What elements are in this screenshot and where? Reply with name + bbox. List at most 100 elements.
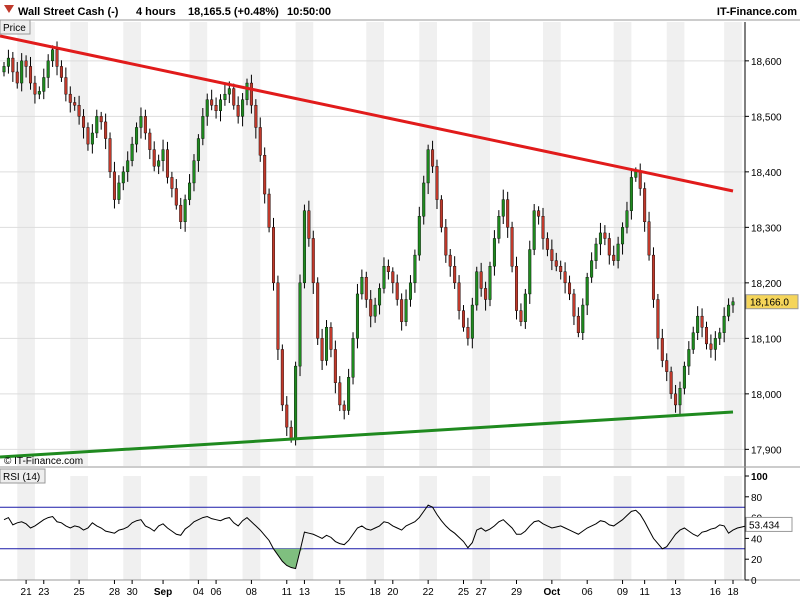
candle-body bbox=[249, 82, 253, 106]
resistance-trendline bbox=[0, 34, 734, 193]
time-label: 10:50:00 bbox=[287, 6, 331, 18]
candle-body bbox=[378, 288, 382, 306]
rsi-day-band bbox=[666, 476, 685, 580]
candle-body bbox=[603, 232, 607, 239]
date-tick-label: Sep bbox=[154, 587, 172, 598]
candle-body bbox=[492, 238, 496, 267]
date-tick-label: 30 bbox=[127, 587, 139, 598]
candle-body bbox=[254, 105, 258, 128]
candle-body bbox=[2, 66, 6, 73]
candle-body bbox=[475, 271, 479, 306]
candle-body bbox=[638, 171, 642, 189]
candle-body bbox=[395, 282, 399, 300]
brand-label: IT-Finance.com bbox=[717, 6, 797, 18]
rsi-tick-label: 20 bbox=[751, 555, 763, 566]
dropdown-triangle-icon[interactable] bbox=[4, 5, 14, 13]
candle-body bbox=[515, 266, 519, 311]
candle-body bbox=[51, 49, 55, 62]
date-tick-label: 20 bbox=[387, 587, 399, 598]
candle-body bbox=[214, 105, 218, 111]
candle-body bbox=[86, 127, 90, 145]
candle-body bbox=[99, 116, 103, 123]
candle-body bbox=[439, 199, 443, 228]
candle-body bbox=[188, 182, 192, 200]
candle-body bbox=[435, 166, 439, 200]
rsi-day-band bbox=[724, 476, 742, 580]
candle-body bbox=[347, 377, 351, 411]
candle-body bbox=[616, 243, 620, 261]
candle-body bbox=[33, 82, 37, 95]
candle-body bbox=[453, 266, 457, 284]
date-tick-label: 25 bbox=[74, 587, 86, 598]
candle-body bbox=[404, 299, 408, 322]
candle-body bbox=[461, 310, 465, 328]
candle-body bbox=[576, 315, 580, 333]
candle-body bbox=[581, 304, 585, 333]
candle-body bbox=[674, 393, 678, 406]
rsi-panel-label-box bbox=[0, 468, 46, 484]
date-tick-label: 13 bbox=[299, 587, 311, 598]
candle-body bbox=[68, 93, 72, 103]
price-day-band bbox=[419, 22, 437, 466]
quote-label: 18,165.5 (+0.48%) bbox=[188, 6, 279, 18]
candle-body bbox=[152, 149, 156, 167]
candle-body bbox=[532, 210, 536, 250]
candle-body bbox=[267, 193, 271, 228]
candle-body bbox=[227, 88, 231, 95]
candle-body bbox=[523, 293, 527, 322]
rsi-last-value-label: 53.434 bbox=[749, 520, 780, 531]
date-tick-label: 06 bbox=[582, 587, 594, 598]
candle-body bbox=[590, 260, 594, 278]
candle-body bbox=[289, 426, 293, 439]
candle-body bbox=[651, 254, 655, 300]
date-tick-label: 25 bbox=[458, 587, 470, 598]
candle-body bbox=[201, 116, 205, 139]
candle-body bbox=[316, 282, 320, 339]
candle-body bbox=[285, 404, 289, 428]
candle-body bbox=[333, 349, 337, 383]
candle-body bbox=[351, 338, 355, 378]
candle-body bbox=[713, 338, 717, 350]
watermark: © IT-Finance.com bbox=[4, 456, 83, 467]
candle-body bbox=[572, 293, 576, 317]
date-tick-label: 09 bbox=[617, 587, 629, 598]
candle-body bbox=[594, 243, 598, 261]
candle-body bbox=[311, 238, 315, 284]
candle-body bbox=[55, 49, 59, 67]
candle-body bbox=[382, 266, 386, 289]
candle-body bbox=[722, 315, 726, 333]
candle-body bbox=[263, 154, 267, 195]
candle-body bbox=[139, 116, 143, 128]
candle-body bbox=[11, 57, 15, 73]
price-day-band bbox=[123, 22, 141, 466]
candle-body bbox=[501, 199, 505, 217]
timeframe-label: 4 hours bbox=[136, 6, 176, 18]
candle-body bbox=[718, 332, 722, 339]
price-day-band bbox=[724, 22, 742, 466]
candle-body bbox=[37, 91, 41, 95]
candle-body bbox=[660, 338, 664, 361]
candle-body bbox=[550, 249, 554, 261]
axes: 18,600 18,500 18,400 18,300 18,200 18,100 18,0… bbox=[0, 22, 800, 598]
date-tick-label: Oct bbox=[544, 587, 561, 598]
candle-body bbox=[625, 210, 629, 228]
rsi-line bbox=[3, 504, 751, 570]
candle-body bbox=[121, 171, 125, 184]
candle-body bbox=[59, 66, 63, 78]
candle-body bbox=[325, 327, 329, 361]
rsi-day-band bbox=[17, 476, 35, 580]
candle-body bbox=[294, 365, 298, 439]
candle-body bbox=[117, 182, 121, 200]
candle-body bbox=[563, 271, 567, 284]
candle-body bbox=[148, 132, 152, 150]
candle-body bbox=[320, 338, 324, 361]
candle-body bbox=[656, 299, 660, 339]
price-tick-label: 18,500 bbox=[751, 112, 782, 123]
candle-body bbox=[174, 188, 178, 206]
candle-body bbox=[46, 60, 50, 78]
candle-body bbox=[612, 254, 616, 261]
candle-body bbox=[700, 315, 704, 328]
candle-body bbox=[537, 210, 541, 217]
candle-body bbox=[126, 160, 130, 173]
